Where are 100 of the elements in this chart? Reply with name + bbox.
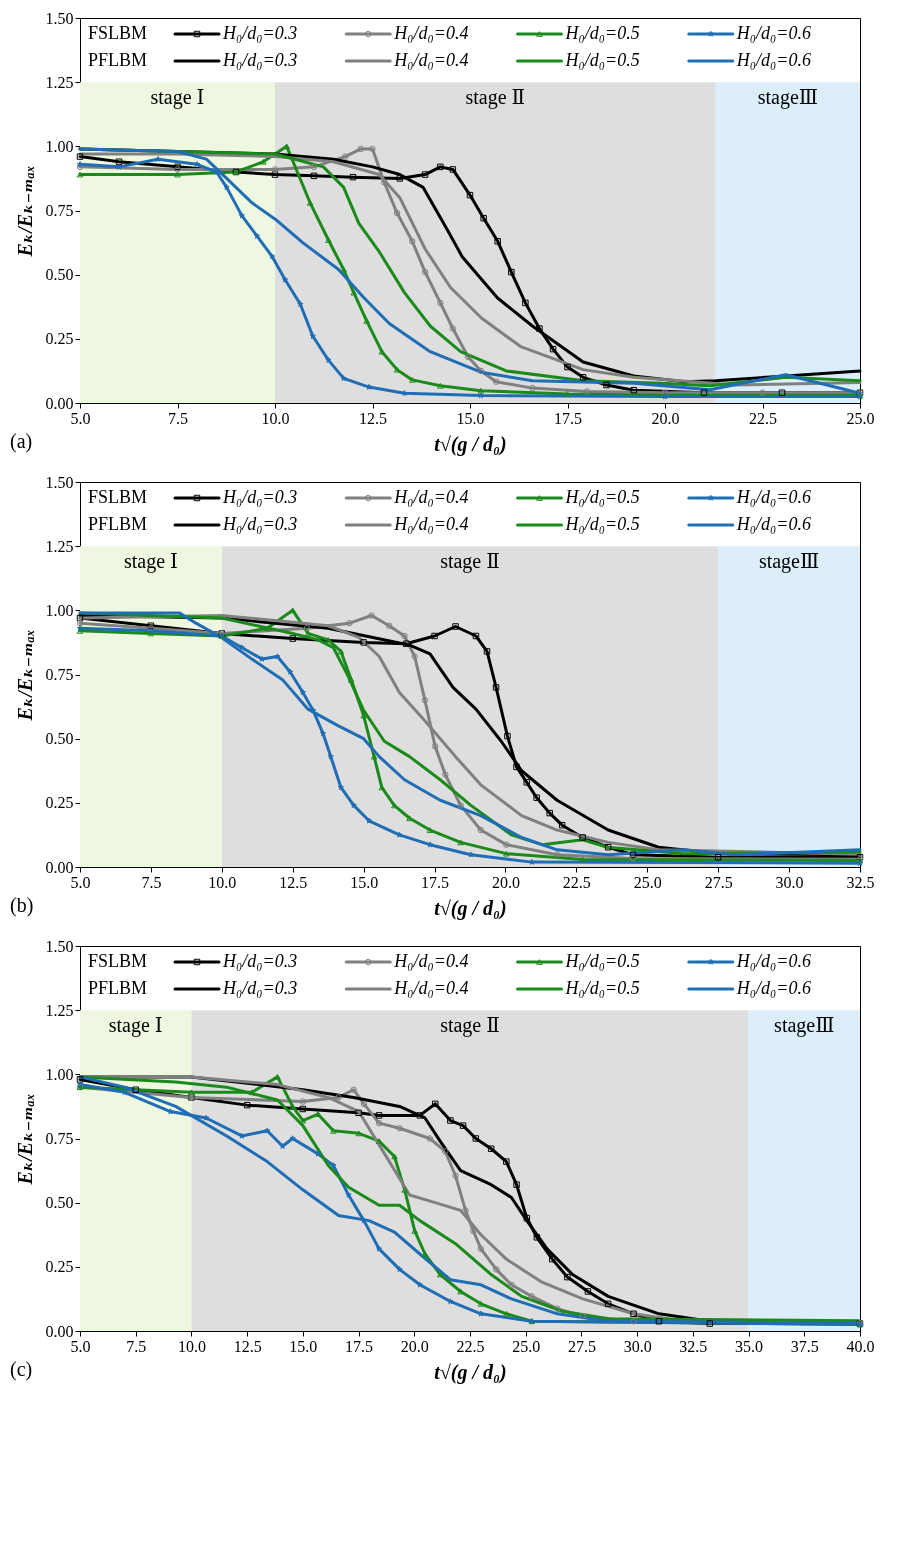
legend-label: H₀/d₀=0.3 [222,50,298,70]
x-tick-label: 32.5 [846,873,875,891]
annotation: PFLBM [88,50,148,70]
x-tick-label: 7.5 [141,873,162,891]
x-tick-label: 22.5 [562,873,591,891]
y-tick-label: 0.25 [45,330,74,348]
x-tick-label: 12.5 [279,873,308,891]
band-label: stageⅢ [774,1014,835,1038]
y-tick-label: 0.75 [45,1130,74,1147]
band-label: stage Ⅱ [465,86,526,110]
y-tick-label: 0.50 [45,730,74,748]
y-tick-label: 0.25 [45,794,74,812]
legend-label: H₀/d₀=0.6 [735,514,811,534]
x-tick-label: 32.5 [679,1337,708,1355]
x-tick-label: 40.0 [846,1337,875,1355]
legend-label: H₀/d₀=0.3 [222,514,298,534]
band-label: stage Ⅰ [108,1014,163,1038]
annotation: PFLBM [88,978,148,998]
text: (a) [10,430,33,453]
legend-label: H₀/d₀=0.5 [564,50,640,70]
y-tick-label: 0.50 [45,266,74,284]
legend-label: H₀/d₀=0.4 [393,951,469,971]
x-tick-label: 10.0 [261,409,290,427]
legend-label: H₀/d₀=0.5 [564,978,640,998]
x-tick-label: 22.5 [456,1337,485,1355]
x-tick-label: 27.5 [567,1337,596,1355]
x-tick-label: 12.5 [233,1337,262,1355]
x-tick-label: 17.5 [345,1337,374,1355]
band-label: stageⅢ [758,550,820,574]
legend-label: H₀/d₀=0.4 [393,50,469,70]
y-tick-label: 0.50 [45,1194,74,1212]
x-axis-title: t√(g / d₀) [434,896,507,920]
x-tick-label: 37.5 [790,1337,819,1355]
legend-label: H₀/d₀=0.5 [564,487,640,507]
legend-label: H₀/d₀=0.3 [222,951,298,971]
y-tick-label: 0.25 [45,1258,74,1276]
x-tick-label: 20.0 [491,873,520,891]
x-tick-label: 25.0 [633,873,662,891]
band-label: stage Ⅰ [150,86,205,110]
y-tick-label: 1.50 [45,937,74,955]
legend-label: H₀/d₀=0.6 [735,23,811,43]
x-tick-label: 12.5 [359,409,387,427]
band-label: stageⅢ [757,86,819,110]
y-tick-label: 0.75 [45,666,74,683]
x-tick-label: 17.5 [421,873,450,891]
legend-label: H₀/d₀=0.4 [393,23,469,43]
legend-label: H₀/d₀=0.6 [735,951,811,971]
x-tick-label: 5.0 [70,409,91,427]
x-tick-label: 35.0 [735,1337,764,1355]
x-tick-label: 25.0 [846,409,875,427]
y-tick-label: 1.25 [45,73,74,91]
legend-label: H₀/d₀=0.6 [735,50,811,70]
band-label: stage Ⅰ [123,550,178,574]
legend-label: H₀/d₀=0.3 [222,487,298,507]
x-tick-label: 7.5 [126,1337,147,1355]
legend-label: H₀/d₀=0.4 [393,978,469,998]
legend-label: H₀/d₀=0.4 [393,514,469,534]
x-tick-label: 30.0 [775,873,804,891]
y-axis-title: Eₖ/Eₖ₋ₘₐₓ [13,165,36,258]
annotation: PFLBM [88,514,148,534]
x-tick-label: 17.5 [554,409,582,427]
x-axis-title: t√(g / d₀) [434,1360,507,1384]
text: (b) [10,894,34,917]
x-tick-label: 10.0 [177,1337,206,1355]
x-tick-label: 15.0 [289,1337,318,1355]
y-axis-title: Eₖ/Eₖ₋ₘₐₓ [13,1093,36,1186]
x-tick-label: 5.0 [70,873,91,891]
y-tick-label: 0.75 [45,202,74,219]
x-tick-label: 30.0 [623,1337,652,1355]
y-tick-label: 0.00 [45,394,74,412]
x-tick-label: 5.0 [70,1337,91,1355]
legend-label: H₀/d₀=0.4 [393,487,469,507]
x-tick-label: 25.0 [512,1337,541,1355]
legend-label: H₀/d₀=0.3 [222,978,298,998]
x-tick-label: 22.5 [749,409,777,427]
x-tick-label: 7.5 [168,409,188,427]
y-tick-label: 0.00 [45,858,74,876]
y-tick-label: 1.25 [45,1001,74,1019]
y-tick-label: 1.25 [45,537,74,555]
band-label: stage Ⅱ [440,1014,500,1038]
x-tick-label: 27.5 [704,873,733,891]
y-axis-title: Eₖ/Eₖ₋ₘₐₓ [13,629,36,722]
y-tick-label: 0.00 [45,1322,74,1340]
annotation: FSLBM [88,951,148,971]
annotation: FSLBM [88,23,148,43]
y-tick-label: 1.00 [45,601,74,619]
legend-label: H₀/d₀=0.3 [222,23,298,43]
y-tick-label: 1.00 [45,137,74,155]
legend-label: H₀/d₀=0.5 [564,514,640,534]
x-tick-label: 15.0 [350,873,379,891]
legend-label: H₀/d₀=0.6 [735,487,811,507]
x-axis-title: t√(g / d₀) [434,432,507,456]
x-tick-label: 20.0 [400,1337,429,1355]
legend-label: H₀/d₀=0.5 [564,23,640,43]
y-tick-label: 1.00 [45,1065,74,1083]
band-label: stage Ⅱ [440,550,500,574]
annotation: FSLBM [88,487,148,507]
x-tick-label: 15.0 [456,409,485,427]
legend-label: H₀/d₀=0.6 [735,978,811,998]
x-tick-label: 10.0 [208,873,237,891]
